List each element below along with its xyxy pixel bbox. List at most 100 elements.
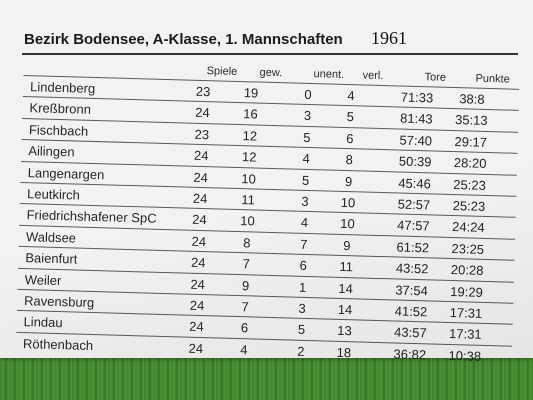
team-name: Friedrichshafener SpC (26, 207, 157, 227)
standings-table: Spiele gew. unent. verl. Tore Punkte Lin… (15, 56, 524, 368)
cell-gew: 12 (242, 127, 258, 144)
team-name: Lindau (23, 314, 63, 331)
team-name: Baienfurt (25, 250, 78, 267)
cell-gew: 9 (241, 277, 250, 293)
column-header-gew: gew. (259, 66, 283, 80)
cell-verl: 18 (336, 344, 352, 361)
cell-verl: 14 (337, 301, 353, 318)
column-header-verl: verl. (362, 69, 384, 83)
cell-unent: 4 (300, 215, 309, 231)
cell-gew: 4 (240, 341, 248, 358)
column-header-spiele: Spiele (206, 65, 238, 78)
cell-punkte: 17:31 (449, 304, 483, 321)
cell-tore: 45:46 (398, 175, 432, 192)
cell-unent: 0 (304, 86, 312, 103)
cell-unent: 3 (298, 300, 306, 316)
year-annotation: 1961 (371, 28, 407, 48)
cell-unent: 6 (299, 257, 308, 274)
cell-spiele: 24 (191, 233, 207, 249)
cell-unent: 4 (302, 151, 311, 167)
team-name: Langenargen (27, 164, 105, 182)
team-name: Fischbach (28, 121, 89, 139)
cell-punkte: 25:23 (453, 176, 487, 193)
cell-unent: 3 (301, 193, 309, 210)
cell-spiele: 24 (190, 276, 206, 292)
cell-punkte: 17:31 (448, 326, 482, 343)
cell-gew: 19 (243, 85, 259, 101)
cell-unent: 5 (303, 129, 311, 145)
team-name: Ailingen (28, 143, 75, 160)
team-name: Waldsee (25, 228, 77, 246)
cell-spiele: 24 (195, 105, 210, 121)
cell-unent: 1 (298, 279, 307, 295)
cell-tore: 50:39 (398, 153, 432, 170)
cell-tore: 36:82 (393, 346, 427, 363)
cell-unent: 5 (297, 322, 306, 338)
cell-tore: 61:52 (396, 239, 430, 256)
cell-gew: 10 (240, 213, 255, 229)
book-page: Bezirk Bodensee, A-Klasse, 1. Mannschaft… (0, 0, 533, 368)
cell-tore: 43:52 (395, 260, 429, 277)
cell-punkte: 19:29 (450, 283, 484, 300)
team-name: Lindenberg (29, 79, 96, 96)
cell-spiele: 24 (192, 212, 207, 228)
cell-tore: 52:57 (397, 196, 431, 213)
cell-gew: 11 (241, 192, 256, 208)
cell-tore: 37:54 (395, 282, 429, 298)
cell-spiele: 23 (195, 83, 211, 100)
cell-unent: 3 (303, 108, 312, 124)
cell-gew: 10 (241, 170, 257, 187)
cell-punkte: 10:38 (448, 347, 482, 364)
cell-verl: 4 (347, 88, 355, 104)
cell-punkte: 23:25 (451, 240, 485, 257)
cell-verl: 8 (345, 152, 354, 168)
cell-punkte: 24:24 (451, 219, 485, 236)
table-title: Bezirk Bodensee, A-Klasse, 1. Mannschaft… (24, 31, 343, 48)
team-name: Röthenbach (22, 335, 94, 353)
column-header-punkte: Punkte (475, 72, 510, 86)
cell-spiele: 23 (194, 126, 210, 142)
cell-punkte: 28:20 (453, 155, 487, 172)
cell-verl: 10 (339, 216, 355, 232)
cell-tore: 81:43 (399, 110, 433, 127)
title-rule (22, 53, 518, 55)
cell-punkte: 35:13 (454, 112, 488, 129)
cell-tore: 47:57 (396, 217, 430, 234)
column-header-tore: Tore (424, 71, 447, 84)
cell-spiele: 24 (193, 169, 209, 185)
cell-spiele: 24 (193, 147, 209, 164)
cell-verl: 9 (344, 173, 353, 189)
cell-spiele: 24 (190, 254, 206, 271)
cell-verl: 9 (343, 237, 351, 253)
team-name: Kreßbronn (29, 100, 92, 118)
cell-spiele: 24 (188, 340, 204, 356)
grass-background (0, 352, 533, 400)
team-name: Weiler (24, 271, 62, 288)
team-name: Ravensburg (23, 293, 95, 311)
cell-punkte: 25:23 (452, 198, 486, 214)
cell-gew: 7 (241, 299, 249, 315)
cell-verl: 6 (345, 130, 354, 147)
cell-gew: 7 (242, 256, 251, 272)
cell-verl: 5 (346, 109, 355, 125)
cell-verl: 10 (340, 194, 356, 211)
cell-tore: 43:57 (393, 324, 427, 341)
cell-tore: 41:52 (394, 303, 428, 320)
cell-gew: 12 (241, 149, 257, 165)
team-name: Leutkirch (26, 186, 81, 203)
cell-verl: 14 (338, 280, 354, 296)
cell-gew: 6 (240, 320, 249, 336)
cell-unent: 5 (301, 172, 310, 188)
cell-gew: 8 (243, 234, 251, 251)
cell-verl: 13 (337, 323, 352, 339)
cell-punkte: 20:28 (450, 262, 484, 279)
column-header-unent: unent. (313, 68, 345, 81)
cell-unent: 7 (300, 236, 308, 252)
cell-tore: 57:40 (399, 132, 433, 149)
cell-punkte: 29:17 (454, 133, 488, 150)
cell-spiele: 24 (189, 319, 204, 335)
cell-spiele: 24 (189, 297, 205, 314)
cell-unent: 2 (297, 343, 305, 359)
cell-tore: 71:33 (400, 89, 434, 106)
cell-gew: 16 (243, 106, 258, 122)
